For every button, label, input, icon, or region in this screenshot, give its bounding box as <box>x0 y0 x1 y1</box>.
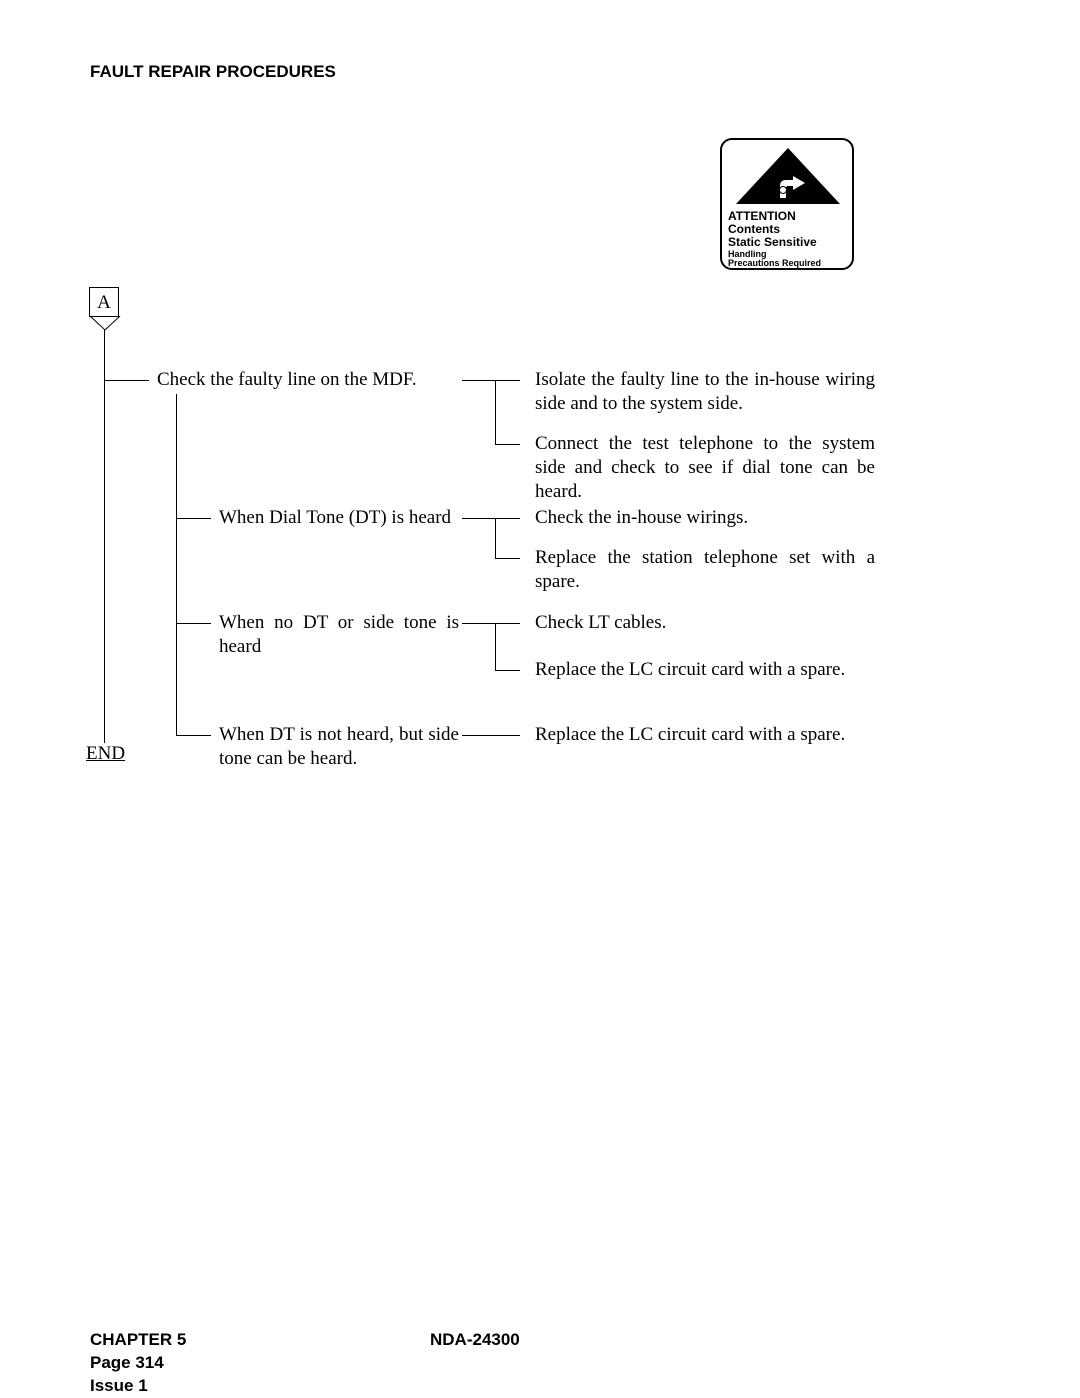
flow-substep-text: Isolate the faulty line to the in-house … <box>535 368 875 416</box>
footer-chapter: CHAPTER 5 <box>90 1329 186 1352</box>
attention-precautions: Precautions Required <box>728 259 846 269</box>
flow-branch-tick <box>104 380 149 381</box>
flow-connector <box>462 623 520 624</box>
attention-text: ATTENTION Contents Static Sensitive Hand… <box>728 210 846 269</box>
flow-main-stem <box>104 330 105 743</box>
flow-bracket-tick <box>495 670 520 671</box>
flow-connector <box>462 518 520 519</box>
flow-bracket-stem <box>495 380 496 444</box>
footer-doc-id: NDA-24300 <box>430 1329 520 1352</box>
flow-step-text: When Dial Tone (DT) is heard <box>219 506 459 530</box>
flow-bracket-stem <box>495 623 496 670</box>
flow-substep-text: Replace the LC circuit card with a spare… <box>535 723 875 747</box>
page-header: FAULT REPAIR PROCEDURES <box>90 62 336 82</box>
flow-substep-text: Check LT cables. <box>535 611 875 635</box>
flow-substep-text: Replace the LC circuit card with a spare… <box>535 658 875 682</box>
flow-start-connector: A <box>89 287 119 317</box>
flow-step-text: When DT is not heard, but side tone can … <box>219 723 459 771</box>
esd-triangle-icon <box>728 146 846 208</box>
flow-start-chevron-icon <box>89 316 121 332</box>
flow-bracket-stem <box>495 518 496 558</box>
flow-connector <box>462 380 520 381</box>
flow-end-label: END <box>86 743 125 765</box>
flow-branch-tick <box>176 735 211 736</box>
flow-step-text: When no DT or side tone is heard <box>219 611 459 659</box>
flow-sub-stem <box>176 394 177 735</box>
footer-issue: Issue 1 <box>90 1375 186 1398</box>
flow-connector <box>462 735 520 736</box>
flow-bracket-tick <box>495 558 520 559</box>
flow-substep-text: Replace the station telephone set with a… <box>535 546 875 594</box>
flow-step-text: Check the faulty line on the MDF. <box>157 368 457 392</box>
attention-static: Static Sensitive <box>728 236 846 249</box>
footer-page: Page 314 <box>90 1352 186 1375</box>
attention-box: ATTENTION Contents Static Sensitive Hand… <box>720 138 854 270</box>
flow-branch-tick <box>176 518 211 519</box>
flow-branch-tick <box>176 623 211 624</box>
flow-substep-text: Connect the test telephone to the system… <box>535 432 875 503</box>
flow-substep-text: Check the in-house wirings. <box>535 506 875 530</box>
flow-bracket-tick <box>495 444 520 445</box>
